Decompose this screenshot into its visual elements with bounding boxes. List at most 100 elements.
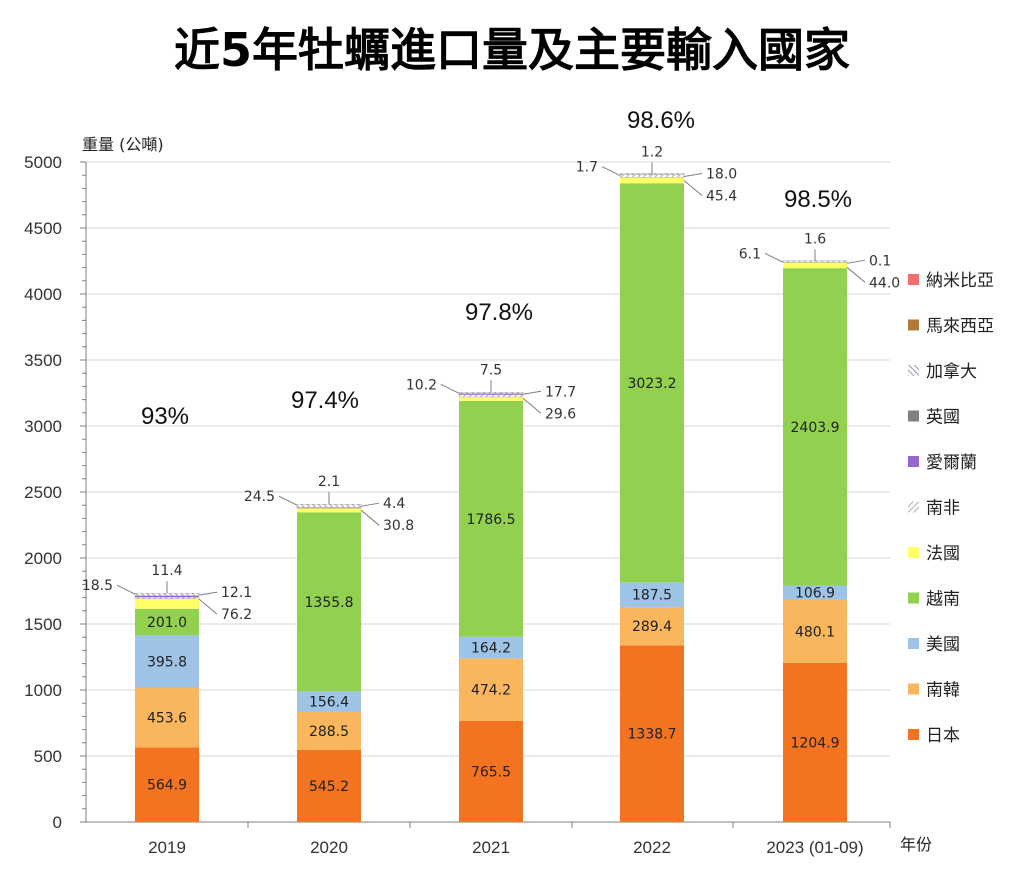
legend-label: 越南 [926,590,960,610]
data-label: 106.9 [795,586,835,602]
callout-label: 7.5 [480,362,502,378]
bar-segment [458,394,524,398]
callout-leader [278,495,298,506]
bar-segment [297,691,361,712]
bar-segment [459,396,523,401]
data-label: 453.6 [147,710,187,726]
callout-label: 1.7 [576,160,598,176]
bar-segment [459,393,523,395]
y-tick-label: 1500 [24,615,62,634]
y-tick-label: 4000 [24,285,62,304]
legend-swatch [908,410,919,422]
legend-label: 愛爾蘭 [926,453,977,473]
x-tick-label: 2023 (01-09) [766,838,863,857]
bar-segment [459,636,523,659]
callout-label: 12.1 [221,585,252,601]
callout-leader [360,509,380,526]
x-tick-label: 2021 [472,838,510,857]
bar-segment [297,750,361,822]
bar-segment [135,595,199,598]
legend-swatch [908,592,919,604]
legend-label: 美國 [926,635,960,655]
y-axis: 0 500 1000 1500 2000 2500 3000 3500 4000 4500 5000 [24,153,87,832]
bar-segment [458,392,524,394]
bar-segment [620,607,684,646]
legend-label: 英國 [926,408,960,428]
data-label: 1786.5 [467,512,516,528]
data-label: 474.2 [471,683,511,699]
bar-segment [783,268,847,586]
callout-label: 76.2 [221,607,252,623]
bar-segment [297,711,361,751]
callout-leader [683,180,703,196]
callout-leader [198,598,218,615]
callout-leader [440,383,460,394]
callout-leader [683,173,703,178]
callout-label: 45.4 [706,189,737,205]
callout-label: 17.7 [545,384,576,400]
callout-label: 1.2 [641,145,663,161]
y-tick-label: 3500 [24,351,62,370]
data-label: 289.4 [632,619,672,635]
legend-label: 納米比亞 [926,271,994,291]
y-tick-label: 3000 [24,417,62,436]
percent-annotation: 93% [141,403,189,430]
data-label: 288.5 [309,724,349,740]
legend-label: 法國 [926,544,960,564]
percent-annotation: 97.8% [465,299,533,326]
x-axis-title: 年份 [900,835,932,854]
legend-swatch [908,638,919,649]
bar-segment [459,720,523,822]
bar-segment [297,512,361,692]
bar-segment [459,658,523,721]
x-axis: 2019 2020 2021 2022 2023 (01-09) [86,821,891,857]
bars [134,173,848,822]
percent-annotation: 97.4% [291,387,359,414]
data-label: 2403.9 [791,420,840,436]
callout-label: 4.4 [383,496,405,512]
legend-swatch [908,365,919,376]
y-tick-label: 4500 [24,219,62,238]
callout-label: 2.1 [318,474,340,490]
data-label: 765.5 [471,764,511,780]
legend-swatch [908,547,919,558]
bar-segment [135,635,199,688]
callout-label: 18.0 [706,167,737,183]
callout-leader [116,584,136,595]
bar-segment [783,662,847,822]
callout-leader [764,252,784,263]
bar-segment [620,183,684,583]
callout-label: 1.6 [804,231,826,247]
legend-swatch [908,456,919,467]
data-label: 1204.9 [791,735,840,751]
bar-segment [459,400,523,637]
bar-segment [135,747,199,822]
callout-label: 44.0 [869,275,900,291]
percent-annotations: 93% 97.4% 97.8% 98.6% 98.5% [141,107,852,430]
data-label: 1338.7 [628,727,677,743]
data-labels: 564.9 453.6 395.8 201.0 18.5 11.4 12.1 76.2 545.… [82,145,900,795]
data-label: 164.2 [471,641,511,657]
y-axis-title: 重量 (公噸) [82,135,164,154]
callout-leader [522,397,542,414]
y-tick-label: 2000 [24,549,62,568]
x-tick-label: 2020 [310,838,348,857]
legend-label: 加拿大 [926,361,977,382]
x-tick-label: 2019 [148,838,186,857]
percent-annotation: 98.5% [784,186,852,213]
callout-leader [198,591,218,596]
data-label: 395.8 [147,654,187,670]
callout-label: 24.5 [244,489,275,505]
data-label: 1355.8 [305,595,354,611]
data-label: 156.4 [309,695,349,711]
bar-segment [619,174,685,178]
legend-label: 馬來西亞 [926,317,994,337]
bar-segment [296,503,362,508]
callout-label: 29.6 [545,406,576,422]
data-label: 545.2 [309,779,349,795]
bar-segment [135,598,199,609]
legend-label: 日本 [926,726,960,746]
data-label: 3023.2 [628,376,677,392]
